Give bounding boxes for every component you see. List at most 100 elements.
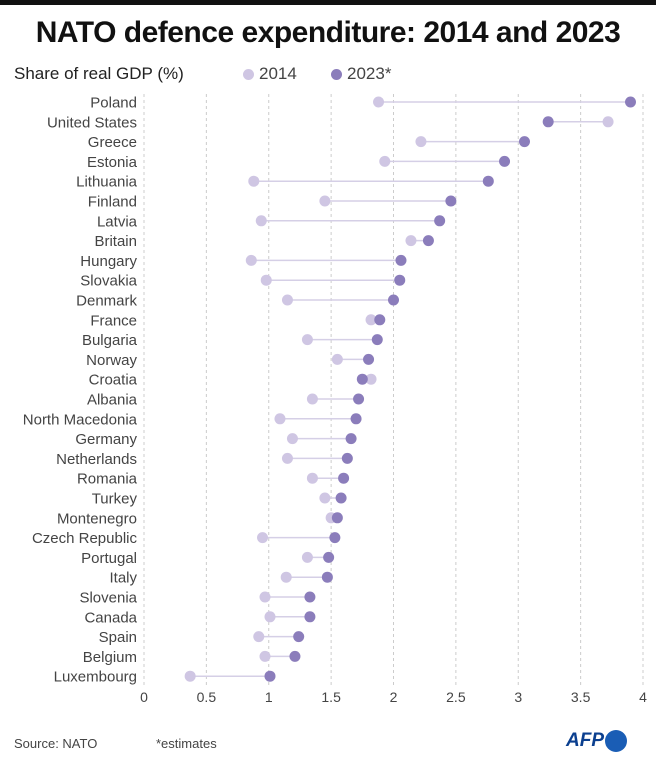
category-label: Albania <box>87 392 138 409</box>
category-label: Belgium <box>83 649 137 666</box>
category-label: Lithuania <box>76 174 138 191</box>
dot-2014 <box>286 433 298 445</box>
category-label: Croatia <box>89 372 138 389</box>
category-label: France <box>90 312 137 329</box>
category-label: Bulgaria <box>82 332 138 349</box>
dot-2014 <box>257 532 269 544</box>
x-tick-label: 3.5 <box>571 689 591 705</box>
dot-2023 <box>338 472 350 484</box>
dot-2014 <box>253 631 265 643</box>
dot-2014 <box>373 96 385 108</box>
dot-2014 <box>602 116 614 128</box>
x-tick-label: 2.5 <box>446 689 466 705</box>
dot-2023 <box>289 650 301 662</box>
logo-globe-icon <box>605 730 627 752</box>
dot-2014 <box>331 353 343 365</box>
dot-2023 <box>499 155 511 167</box>
dot-2014 <box>248 175 260 187</box>
category-label: Luxembourg <box>54 669 137 686</box>
afp-logo: AFP <box>566 730 627 752</box>
chart-title: NATO defence expenditure: 2014 and 2023 <box>35 16 621 49</box>
dot-2014 <box>259 591 271 603</box>
dot-2023 <box>518 136 530 148</box>
category-label: United States <box>47 114 137 131</box>
dot-2023 <box>304 591 316 603</box>
estimates-note: *estimates <box>156 736 217 751</box>
dot-2023 <box>395 254 407 266</box>
category-label: Hungary <box>80 253 137 270</box>
x-tick-label: 0 <box>140 689 148 705</box>
legend-swatch-2023 <box>331 68 342 80</box>
category-label: Netherlands <box>56 451 137 468</box>
dot-2014 <box>301 551 313 563</box>
category-label: North Macedonia <box>23 411 138 428</box>
dot-2023 <box>363 353 375 365</box>
dot-2023 <box>345 433 357 445</box>
dot-2014 <box>264 611 276 623</box>
category-label: Britain <box>94 233 137 250</box>
dot-2014 <box>319 492 331 504</box>
category-label: Estonia <box>87 154 138 171</box>
dot-2014 <box>255 215 267 227</box>
x-tick-label: 1 <box>265 689 273 705</box>
dot-2023 <box>323 551 335 563</box>
dot-2023 <box>341 452 353 464</box>
category-label: Turkey <box>92 491 138 508</box>
dot-2014 <box>365 373 377 385</box>
dot-2023 <box>356 373 368 385</box>
dot-2023 <box>434 215 446 227</box>
category-label: Portugal <box>81 550 137 567</box>
category-label: Denmark <box>76 293 137 310</box>
dot-2014 <box>260 274 272 286</box>
dot-2014 <box>415 136 427 148</box>
dot-2014 <box>306 393 318 405</box>
legend-label-2014: 2014 <box>259 64 297 83</box>
category-label: Montenegro <box>57 510 137 527</box>
category-label: Norway <box>86 352 137 369</box>
category-label: Finland <box>88 194 137 211</box>
category-label: Canada <box>84 609 137 626</box>
x-tick-label: 1.5 <box>321 689 341 705</box>
dot-2014 <box>319 195 331 207</box>
x-tick-label: 3 <box>514 689 522 705</box>
category-label: Czech Republic <box>32 530 138 547</box>
legend-item-2014: 2014 <box>243 64 297 84</box>
dot-2023 <box>353 393 365 405</box>
dot-2014 <box>379 155 391 167</box>
chart-subtitle: Share of real GDP (%) <box>14 64 184 83</box>
category-label: Slovenia <box>79 590 137 607</box>
dot-2023 <box>625 96 637 108</box>
dot-2023 <box>331 512 343 524</box>
x-tick-label: 4 <box>639 689 647 705</box>
dot-2023 <box>445 195 457 207</box>
dot-2014 <box>306 472 318 484</box>
logo-text: AFP <box>566 730 604 751</box>
category-label: Greece <box>88 134 137 151</box>
top-bar <box>0 0 656 5</box>
dot-2023 <box>371 334 383 346</box>
legend-swatch-2014 <box>243 68 254 80</box>
category-label: Spain <box>99 629 137 646</box>
dot-2014 <box>365 314 377 326</box>
dot-2023 <box>374 314 386 326</box>
dot-2023 <box>388 294 399 306</box>
dot-2023 <box>350 413 362 425</box>
x-tick-label: 2 <box>390 689 398 705</box>
dot-2023 <box>329 532 341 544</box>
dot-2023 <box>321 571 333 583</box>
dot-2023 <box>304 611 316 623</box>
dot-2023 <box>293 631 305 643</box>
source-note: Source: NATO <box>14 736 98 751</box>
dot-2014 <box>301 334 313 346</box>
dot-2023 <box>542 116 554 128</box>
dot-2014 <box>259 650 271 662</box>
category-label: Latvia <box>97 213 138 230</box>
dot-2014 <box>274 413 286 425</box>
dot-2014 <box>281 294 293 306</box>
category-label: Germany <box>75 431 137 448</box>
legend-item-2023: 2023* <box>331 64 391 84</box>
category-label: Poland <box>90 95 137 112</box>
dot-2023 <box>394 274 406 286</box>
dot-2023 <box>482 175 494 187</box>
